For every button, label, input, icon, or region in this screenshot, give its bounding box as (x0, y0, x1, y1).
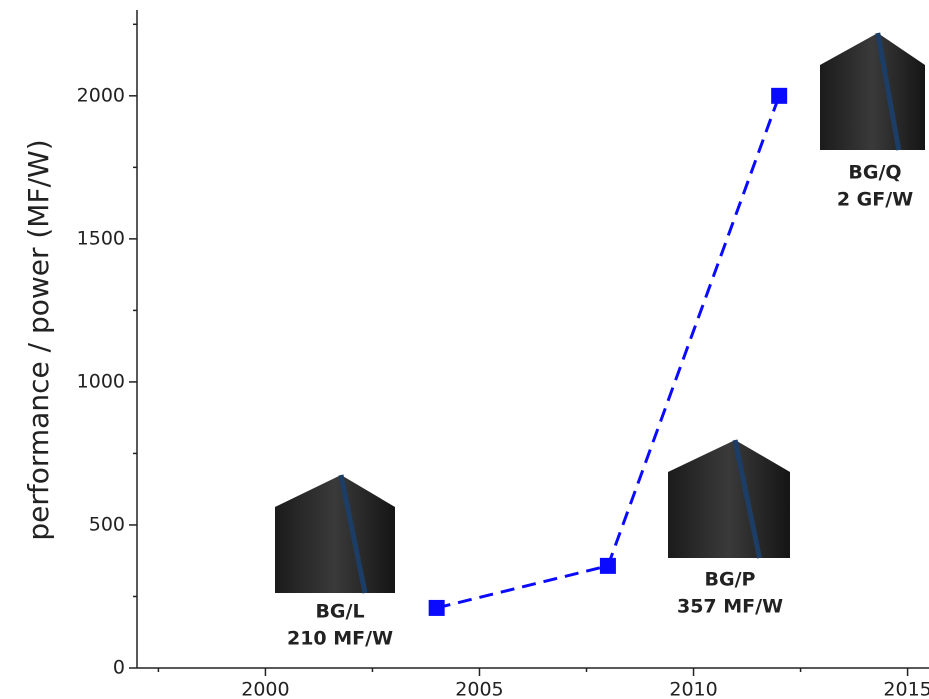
point (429, 600, 445, 616)
chart: performance / power (MF/W) 0 500 1000 1500 2… (0, 0, 929, 699)
rack (820, 33, 925, 150)
annotation: 2 GF/W (837, 189, 913, 211)
point (771, 88, 787, 104)
x-tick-label: 2005 (455, 679, 503, 699)
annotation: BG/Q (848, 162, 901, 184)
annotation: BG/P (705, 569, 756, 591)
rack-images (275, 33, 925, 593)
rack (275, 475, 395, 593)
x-tick-label: 2015 (883, 679, 929, 699)
y-tick-label: 0 (113, 657, 125, 679)
rack (668, 440, 790, 558)
point (600, 558, 616, 574)
annotation: BG/L (315, 601, 364, 623)
y-tick-label: 1500 (77, 227, 125, 249)
annotation: 210 MF/W (287, 628, 393, 650)
x-tick-label: 2000 (241, 679, 289, 699)
x-tick-label: 2010 (669, 679, 717, 699)
y-tick-label: 1000 (77, 370, 125, 392)
y-tick-label: 500 (89, 513, 125, 535)
annotation: 357 MF/W (677, 596, 783, 618)
y-tick-label: 2000 (77, 84, 125, 106)
y-axis-label: performance / power (MF/W) (22, 139, 55, 540)
